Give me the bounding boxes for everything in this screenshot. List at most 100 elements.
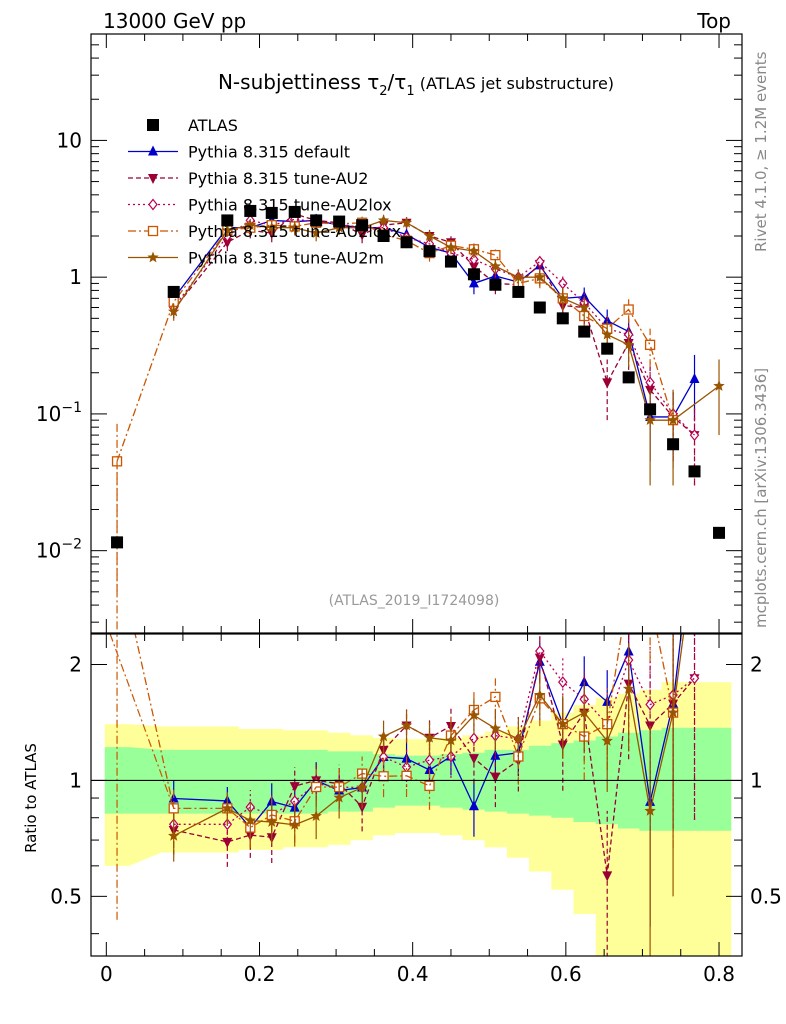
ratio-y-axis-label: Ratio to ATLAS [22,743,40,853]
data-point [357,230,368,241]
atlas-data-point [622,371,635,384]
x-tick-label: 0.6 [550,962,582,986]
header-left: 13000 GeV pp [103,9,246,33]
legend-label: ATLAS [188,116,238,135]
data-point [558,277,568,290]
legend-label: Pythia 8.315 tune-AU2 [188,169,368,188]
legend-marker [148,198,158,211]
legend-entry: Pythia 8.315 tune-AU2lox [128,196,392,215]
atlas-data-point [288,205,301,218]
plot-title-tau1: τ [394,70,406,94]
legend-entry: Pythia 8.315 tune-AU2 [128,169,368,188]
y-tick-label: 10−2 [36,537,82,563]
atlas-data-point [578,325,591,338]
plot-title-suffix: (ATLAS jet substructure) [415,74,614,93]
atlas-data-point [265,206,278,219]
x-tick-label: 0.4 [397,962,429,986]
atlas-data-point [533,301,546,314]
ratio-y-tick-label-left: 1 [69,768,82,792]
atlas-data-point [489,278,502,291]
axes: 0 0.2 0.4 0.6 0.8 10−2 10−1 1 10 0.5 0.5 1 1 2 2 [36,33,782,986]
y-tick-label: 1 [69,265,82,289]
atlas-data-point [244,204,257,217]
plot-title-sub2: 2 [379,84,387,99]
ratio-point [689,672,700,685]
ratio-point [424,780,435,792]
legend-marker [147,251,159,263]
inner-uncertainty-band [104,727,732,831]
atlas-data-point [601,342,614,355]
legend-entry: ATLAS [147,116,238,135]
atlas-data-point [377,229,390,242]
ratio-y-tick-label-right: 2 [750,652,763,676]
ratio-point [469,732,479,745]
series-line [173,218,695,436]
data-point [689,373,700,384]
series-ratio-4 [168,634,685,956]
ratio-entry-line [109,634,175,809]
atlas-data-point [167,285,180,298]
y-tick-label: 10−1 [36,400,82,426]
data-point [468,262,479,273]
ratio-y-tick-label-right: 0.5 [750,884,782,908]
data-uncertainty-bands [104,682,732,956]
atlas-data-point [333,215,346,228]
atlas-data-point [400,236,413,249]
legend-marker [148,145,158,156]
atlas-data-point [111,536,124,549]
atlas-data [111,204,726,549]
mcplots-label: mcplots.cern.ch [arXiv:1306.3436] [752,368,770,628]
plot-title-slash: / [388,70,395,94]
legend-marker [147,225,159,237]
ratio-point [690,514,700,524]
ratio-y-tick-label-left: 2 [69,652,82,676]
legend-label: Pythia 8.315 default [188,143,350,162]
legend-marker [147,119,159,131]
data-point [602,378,613,389]
legend: ATLAS Pythia 8.315 default Pythia 8.315 tu… [128,116,401,268]
ratio-y-tick-label-right: 1 [750,768,763,792]
atlas-data-point [467,268,480,281]
atlas-data-point [644,403,657,416]
legend-label: Pythia 8.315 tune-AU2loxx [188,222,401,241]
legend-entry: Pythia 8.315 tune-AU2m [128,249,384,268]
ratio-series-layer [91,514,742,956]
legend-marker [148,174,158,184]
main-frame [90,33,743,634]
atlas-data-point [356,219,369,232]
outer-uncertainty-band [104,682,732,956]
atlas-data-point [512,285,525,298]
y-tick-label: 10 [57,128,82,152]
legend-label: Pythia 8.315 tune-AU2lox [188,196,392,215]
atlas-data-point [713,526,726,539]
atlas-data-point [423,245,436,258]
x-tick-label: 0 [100,962,113,986]
analysis-id: (ATLAS_2019_I1724098) [329,593,500,609]
data-point [644,339,656,350]
atlas-data-point [221,214,234,227]
legend-entry: Pythia 8.315 default [128,143,350,162]
ratio-series-line [173,634,685,837]
ratio-point [646,594,655,603]
rivet-label: Rivet 4.1.0, ≥ 1.2M events [752,51,770,252]
x-tick-label: 0.8 [703,962,735,986]
data-point [490,249,501,261]
data-point [469,253,479,266]
series-line [173,219,720,421]
atlas-data-point [667,438,680,451]
atlas-data-point [444,255,457,268]
atlas-data-point [310,214,323,227]
ratio-frame [90,633,743,957]
plot-title-main: N-subjettiness [218,70,367,94]
data-point [713,380,725,391]
legend-label: Pythia 8.315 tune-AU2m [188,249,384,268]
atlas-data-point [556,312,569,325]
atlas-data-point [688,465,701,478]
series-main-3 [111,216,679,633]
x-tick-label: 0.2 [244,962,276,986]
main-series-layer [111,204,726,633]
ratio-point [602,871,613,882]
plot-title-sub1: 1 [406,84,414,99]
header-right: Top [696,9,731,33]
